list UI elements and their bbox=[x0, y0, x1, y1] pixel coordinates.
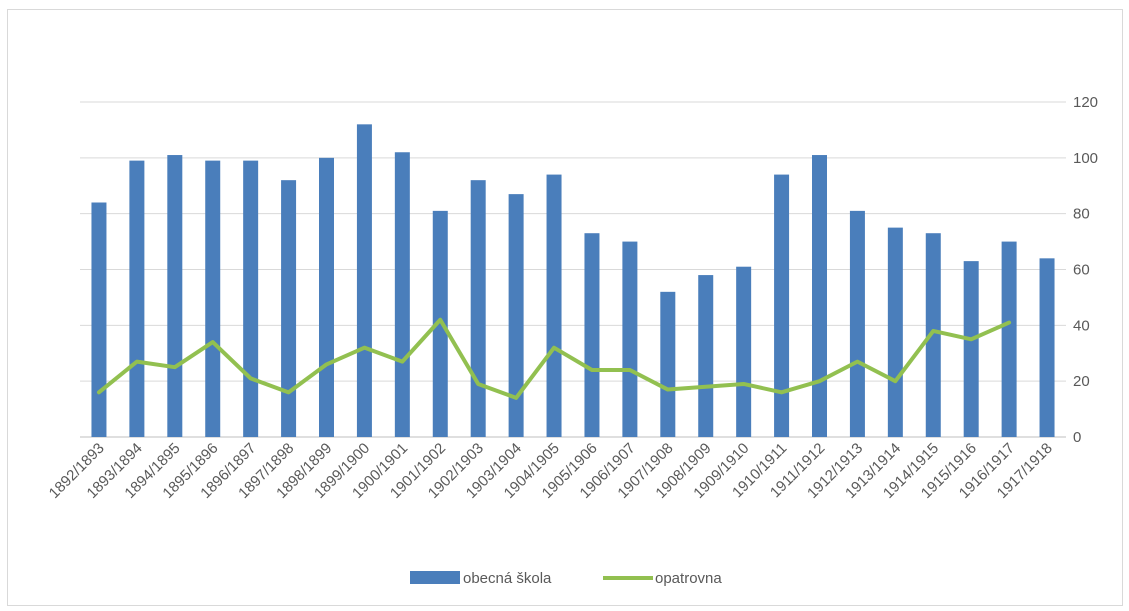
y-tick-label: 0 bbox=[1073, 429, 1081, 446]
gridlines bbox=[80, 101, 1066, 438]
y-tick-label: 100 bbox=[1073, 150, 1098, 167]
point-opatrovna bbox=[932, 330, 934, 332]
point-opatrovna bbox=[705, 386, 707, 388]
point-opatrovna bbox=[781, 391, 783, 393]
point-opatrovna bbox=[401, 361, 403, 363]
bar-obecna-skola bbox=[394, 152, 410, 437]
y-tick-label: 20 bbox=[1073, 373, 1090, 390]
bar-obecna-skola bbox=[205, 160, 221, 437]
point-opatrovna bbox=[1008, 322, 1010, 324]
bar-obecna-skola bbox=[470, 180, 486, 437]
point-opatrovna bbox=[439, 319, 441, 321]
bar-obecna-skola bbox=[660, 291, 676, 437]
y-tick-label: 60 bbox=[1073, 262, 1090, 279]
bar-obecna-skola bbox=[281, 180, 297, 437]
point-opatrovna bbox=[667, 389, 669, 391]
point-opatrovna bbox=[819, 380, 820, 382]
bar-obecna-skola bbox=[963, 261, 979, 437]
point-opatrovna bbox=[174, 366, 176, 368]
legend-label-opatrovna: opatrovna bbox=[655, 570, 722, 587]
bar-obecna-skola bbox=[356, 124, 372, 437]
bar-obecna-skola bbox=[1001, 241, 1017, 437]
bar-obecna-skola bbox=[622, 241, 638, 437]
bar-obecna-skola bbox=[167, 155, 183, 437]
bar-obecna-skola bbox=[736, 266, 752, 437]
point-opatrovna bbox=[970, 338, 972, 340]
y-tick-label: 120 bbox=[1073, 94, 1098, 111]
point-opatrovna bbox=[553, 347, 555, 349]
point-opatrovna bbox=[477, 383, 479, 385]
bar-obecna-skola bbox=[887, 227, 903, 437]
point-opatrovna bbox=[98, 391, 100, 393]
bar-obecna-skola bbox=[91, 202, 107, 437]
legend: obecná škola opatrovna bbox=[410, 570, 722, 587]
y-tick-label: 80 bbox=[1073, 206, 1090, 223]
bar-obecna-skola bbox=[508, 194, 524, 437]
point-opatrovna bbox=[326, 363, 327, 365]
bar-obecna-skola bbox=[849, 210, 865, 437]
bar-obecna-skola bbox=[584, 233, 600, 437]
point-opatrovna bbox=[856, 361, 858, 363]
point-opatrovna bbox=[363, 347, 365, 349]
y-tick-label: 40 bbox=[1073, 317, 1090, 334]
point-opatrovna bbox=[288, 391, 290, 393]
point-opatrovna bbox=[136, 361, 138, 363]
point-opatrovna bbox=[591, 369, 593, 371]
bar-obecna-skola bbox=[1039, 258, 1055, 437]
point-opatrovna bbox=[629, 369, 631, 371]
legend-swatch-obecna-skola bbox=[410, 571, 460, 584]
point-opatrovna bbox=[743, 383, 745, 385]
bar-obecna-skola bbox=[698, 275, 714, 437]
bars bbox=[91, 124, 1055, 438]
line-series bbox=[96, 317, 1012, 400]
bar-obecna-skola bbox=[774, 174, 790, 438]
bar-obecna-skola bbox=[546, 174, 562, 438]
y-axis-ticks: 0 20 40 60 80 100 120 bbox=[1073, 94, 1098, 446]
point-opatrovna bbox=[515, 397, 517, 399]
bar-obecna-skola bbox=[925, 233, 941, 437]
bar-obecna-skola bbox=[243, 160, 259, 437]
bar-obecna-skola bbox=[129, 160, 145, 437]
bar-obecna-skola bbox=[812, 155, 827, 437]
bar-obecna-skola bbox=[319, 157, 334, 438]
legend-label-obecna-skola: obecná škola bbox=[463, 570, 552, 587]
bar-obecna-skola bbox=[432, 210, 448, 437]
point-opatrovna bbox=[212, 341, 214, 343]
point-opatrovna bbox=[894, 380, 896, 382]
point-opatrovna bbox=[250, 377, 252, 379]
x-axis-ticks: 1892/18931893/18941894/18951895/18961896… bbox=[46, 440, 1056, 502]
